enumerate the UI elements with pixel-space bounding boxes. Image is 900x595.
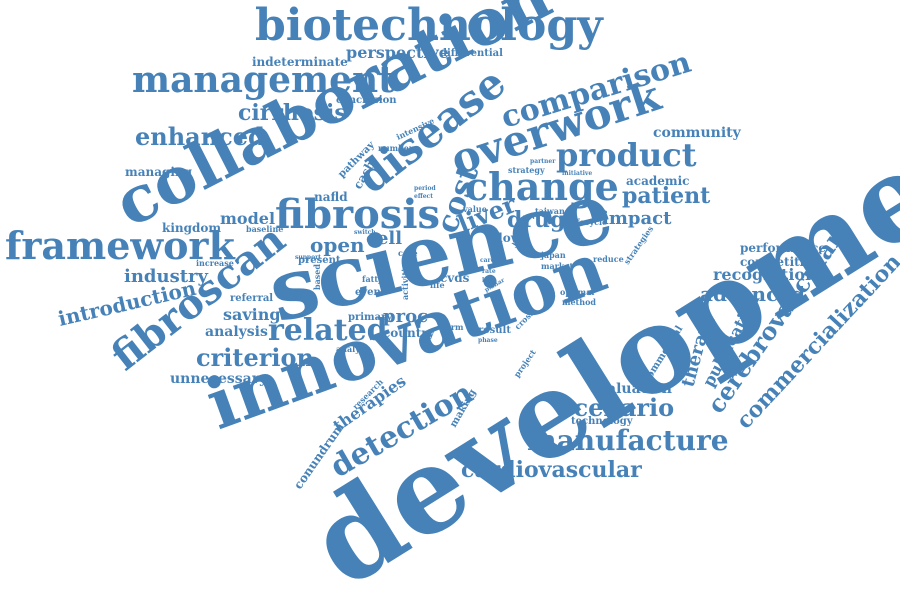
- word-method: method: [562, 297, 596, 307]
- word-biotechnology: biotechnology: [255, 0, 604, 51]
- word-value: value: [462, 204, 487, 214]
- word-primary: primary: [348, 312, 393, 323]
- word-managing: managing: [125, 165, 193, 179]
- word-patient: patient: [622, 183, 711, 209]
- word-event: event: [355, 287, 386, 298]
- word-advanced: advanced: [700, 282, 805, 306]
- word-cardiovascular: cardiovascular: [461, 457, 642, 483]
- word-change: change: [465, 164, 619, 209]
- word-management: management: [132, 59, 395, 101]
- word-evaluation: evaluation: [590, 381, 672, 397]
- word-flow: flow: [494, 231, 522, 245]
- word-manufacture: manufacture: [527, 424, 729, 457]
- word-switch: switch: [354, 229, 376, 236]
- word-rate: rate: [482, 268, 496, 275]
- word-community: community: [653, 125, 742, 141]
- word-fatty: fatty: [362, 274, 383, 284]
- word-strategies: strategies: [621, 223, 655, 266]
- word-effect: effect: [414, 193, 433, 200]
- word-life: life: [430, 280, 445, 290]
- word-technology: technology: [571, 416, 634, 427]
- word-indeterminate: indeterminate: [252, 55, 348, 69]
- word-increase: increase: [196, 258, 234, 268]
- word-proc: proc: [383, 306, 428, 327]
- word-phase: phase: [478, 337, 498, 344]
- word-referral: referral: [230, 293, 273, 304]
- word-cell: cell: [366, 228, 402, 249]
- word-enhanced: enhanced: [135, 122, 265, 151]
- word-conclusion: conclusion: [336, 95, 397, 106]
- word-unnecessary: unnecessary: [170, 371, 268, 387]
- word-lifecycle: lifecycle: [570, 217, 607, 227]
- word-analyze: analyze: [336, 344, 370, 354]
- word-result: result: [478, 325, 511, 336]
- word-strategy: strategy: [508, 165, 545, 175]
- word-initiative: initiative: [562, 170, 592, 177]
- word-market: market: [541, 261, 573, 271]
- word-partner: partner: [530, 158, 556, 165]
- word-recognition: recognition: [713, 265, 817, 284]
- word-care: care: [480, 257, 495, 264]
- word-industry: industry: [124, 266, 209, 287]
- word-support: support: [295, 254, 321, 261]
- word-cirrhosis: cirrhosis: [238, 100, 347, 126]
- word-analysis: analysis: [205, 324, 268, 340]
- word-japan: japan: [540, 250, 566, 260]
- word-open: open: [310, 233, 365, 257]
- word-number: number: [378, 143, 414, 153]
- word-reduce: reduce: [593, 254, 624, 264]
- word-scenario: scenario: [560, 393, 674, 422]
- word-firm: firm: [445, 322, 464, 332]
- word-activities: activities: [400, 259, 410, 300]
- word-fibrosis: fibrosis: [275, 191, 440, 238]
- word-key: key: [482, 277, 494, 284]
- word-period: period: [414, 185, 436, 192]
- word-drug: drug: [507, 207, 565, 233]
- word-performance: performance: [740, 241, 826, 255]
- word-impact: impact: [602, 208, 672, 229]
- word-case: case: [398, 248, 418, 258]
- word-product: product: [556, 136, 697, 174]
- word-related: related: [268, 313, 388, 348]
- word-kingdom: kingdom: [162, 221, 221, 235]
- word-framework: framework: [5, 223, 235, 268]
- word-based: based: [312, 264, 322, 290]
- word-baseline: baseline: [246, 224, 283, 234]
- word-nafld: nafld: [314, 190, 348, 204]
- word-taiwan: taiwan: [535, 206, 565, 216]
- word-academic: academic: [626, 174, 689, 188]
- word-optimal: optimal: [560, 287, 594, 297]
- word-competitive: competitive: [740, 255, 819, 269]
- word-perspective: perspective: [346, 43, 449, 62]
- word-present: present: [298, 255, 341, 266]
- word-cvds: cvds: [440, 271, 470, 285]
- word-model: model: [220, 209, 275, 228]
- word-differential: differential: [440, 48, 503, 59]
- word-criterion: criterion: [196, 343, 314, 372]
- word-country: country: [383, 326, 436, 340]
- word-saving: saving: [223, 305, 281, 324]
